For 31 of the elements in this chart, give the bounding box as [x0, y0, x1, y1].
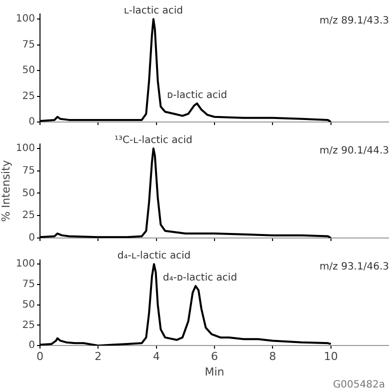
annotation: d₄-ᴅ-lactic acid: [162, 272, 238, 284]
x-tick-label: 10: [324, 350, 338, 364]
y-tick-label: 50: [22, 299, 35, 310]
annotation: m/z 93.1/46.3: [320, 262, 389, 273]
annotation: m/z 90.1/44.3: [320, 146, 389, 157]
x-tick-label: 8: [269, 350, 276, 364]
x-tick-label: 4: [152, 350, 160, 364]
x-axis-title: Min: [204, 365, 224, 378]
y-tick-label: 0: [28, 116, 35, 128]
y-tick-label: 75: [22, 279, 35, 290]
y-tick-label: 100: [16, 143, 35, 154]
annotation: ᴅ-lactic acid: [166, 90, 228, 102]
y-tick-label: 25: [22, 210, 35, 222]
y-tick-label: 75: [22, 165, 35, 176]
y-tick-label: 50: [22, 188, 35, 199]
y-tick-label: 25: [22, 320, 35, 331]
annotation: ʟ-lactic acid: [124, 6, 184, 17]
y-tick-label: 50: [22, 65, 35, 76]
x-tick-label: 2: [94, 350, 102, 364]
y-tick-label: 100: [16, 14, 35, 25]
y-axis-title: % Intensity: [0, 160, 12, 222]
annotation: m/z 89.1/43.3: [320, 16, 389, 27]
annotation: d₄-ʟ-lactic acid: [117, 250, 191, 262]
annotation: ¹³C-ʟ-lactic acid: [114, 135, 192, 146]
y-tick-label: 25: [22, 90, 35, 102]
y-tick-label: 0: [28, 232, 35, 244]
x-tick-label: 6: [211, 350, 218, 364]
y-tick-label: 0: [28, 340, 35, 352]
y-tick-label: 100: [16, 258, 35, 270]
y-tick-label: 75: [22, 39, 35, 50]
text: G005482a: [332, 380, 385, 391]
